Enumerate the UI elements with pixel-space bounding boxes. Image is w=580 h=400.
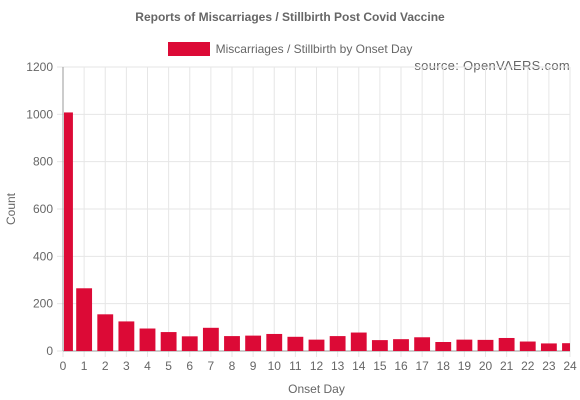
x-tick-label: 12 [310,359,324,373]
x-tick-label: 9 [250,359,257,373]
x-tick-label: 14 [352,359,366,373]
bar [540,343,557,351]
source-note: source: OpenVAERS.com [414,58,570,73]
bar [435,342,452,351]
x-tick-label: 8 [229,359,236,373]
y-tick-label: 400 [33,249,53,263]
bar [308,339,325,351]
x-tick-label: 23 [542,359,556,373]
x-tick-label: 18 [437,359,451,373]
bar [64,112,73,351]
bar [245,335,262,351]
bar [202,327,219,351]
x-tick-label: 6 [186,359,193,373]
y-tick-label: 800 [33,155,53,169]
bar [562,343,570,351]
x-tick-label: 1 [81,359,88,373]
y-tick-label: 200 [33,297,53,311]
x-tick-label: 21 [500,359,514,373]
bar [76,288,93,351]
x-tick-label: 4 [144,359,151,373]
bar [181,336,198,351]
x-tick-label: 11 [289,359,302,373]
x-tick-label: 5 [165,359,172,373]
y-axis-title: Count [4,192,18,225]
bar [393,339,409,351]
y-tick-label: 1200 [26,60,53,74]
bar [160,332,177,351]
bar [287,336,304,351]
bar [224,336,240,351]
bar [97,314,114,351]
x-axis-title: Onset Day [288,382,345,396]
x-tick-label: 20 [479,359,493,373]
bar [371,340,388,351]
bar [266,333,283,351]
legend-swatch [167,42,210,56]
legend: Miscarriages / Stillbirth by Onset Day [0,42,580,56]
bar [498,337,515,351]
legend-label: Miscarriages / Stillbirth by Onset Day [215,42,413,56]
x-tick-label: 7 [208,359,215,373]
y-tick-label: 0 [46,344,53,358]
bar [329,336,346,351]
x-tick-label: 13 [331,359,345,373]
x-tick-label: 22 [521,359,535,373]
bar [477,339,494,351]
bar [139,328,156,351]
y-tick-label: 1000 [26,107,53,121]
bar [118,321,135,351]
x-tick-label: 16 [394,359,408,373]
y-tick-label: 600 [33,202,53,216]
x-tick-label: 2 [102,359,109,373]
x-tick-label: 15 [373,359,387,373]
bar [456,339,473,351]
x-tick-label: 3 [123,359,130,373]
x-tick-label: 17 [415,359,429,373]
x-tick-label: 0 [60,359,67,373]
x-tick-label: 24 [563,359,577,373]
bar [350,332,367,351]
x-tick-label: 10 [268,359,282,373]
x-tick-label: 19 [458,359,472,373]
chart-title: Reports of Miscarriages / Stillbirth Pos… [135,10,445,24]
bar [414,337,431,351]
bar [519,341,536,351]
